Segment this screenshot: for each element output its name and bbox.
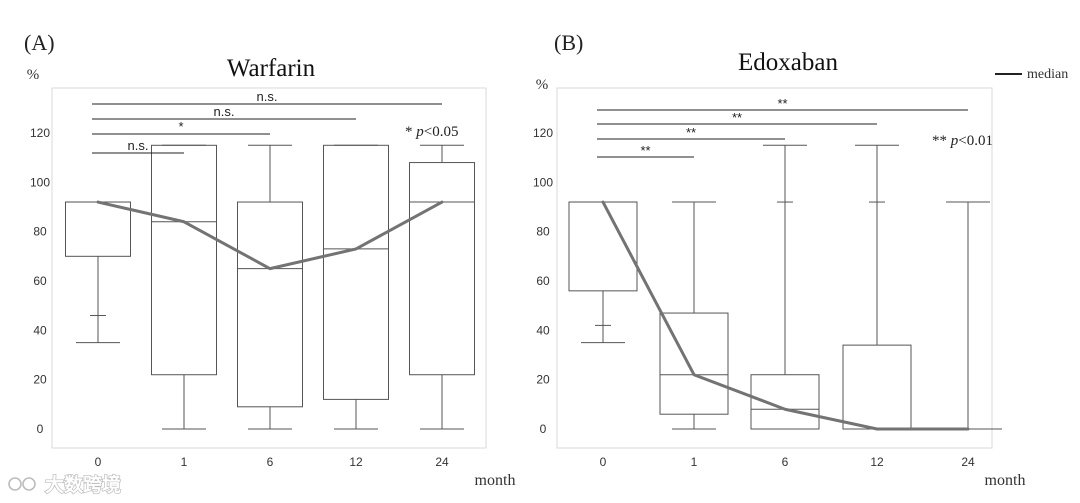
panel-a-box-12 [323,144,389,430]
p-value-symbol: p [415,124,424,140]
panel-a-chart: 0 20 40 60 80 100 120 0 1 6 12 24 n.s. n.s. * n.s. * p<0… [30,87,487,469]
panel-b-y-tick-60: 60 [536,274,550,288]
watermark: 大数跨境 [8,472,122,497]
panel-a-x-tick-6: 6 [267,455,274,469]
box-body [65,201,131,257]
panel-b-frame [556,87,993,449]
panel-a-y-tick-40: 40 [33,323,47,337]
panel-b-label: (B) [554,30,583,55]
panel-a-box-1 [151,144,217,430]
panel-b-y-tick-120: 120 [533,126,553,140]
panel-a-title: Warfarin [227,55,316,82]
panel-b-x-tick-0: 0 [600,455,607,469]
panel-b-x-label: month [985,472,1026,489]
panel-a-y-tick-80: 80 [33,225,47,239]
panel-a-y-tick-0: 0 [37,422,44,436]
panel-b-y-tick-40: 40 [536,323,550,337]
panel-a-x-label: month [475,472,516,489]
panel-a-y-tick-60: 60 [33,274,47,288]
panel-a-median-trend-line [96,200,444,271]
panel-b-y-tick-80: 80 [536,225,550,239]
p-value-marker: ** [932,133,951,149]
panel-b-sig-label-0-1: ** [640,143,650,158]
p-value-marker: * [405,124,416,140]
panel-b-y-unit: % [536,77,549,93]
panel-b-sig-label-0-12: ** [732,110,742,125]
box-body [409,162,475,376]
p-value-symbol: p [950,133,959,149]
panel-b-x-tick-12: 12 [870,455,884,469]
box-body [323,144,389,400]
panel-a-sig-label-0-24: n.s. [257,89,278,104]
panel-a-y-tick-120: 120 [30,126,50,140]
p-value-threshold: <0.01 [958,133,993,149]
box-body [237,201,303,408]
panel-a-box-24 [409,144,475,430]
watermark-text: 大数跨境 [45,473,121,496]
panel-b-box-6 [750,144,820,430]
box-body [750,374,820,430]
panel-b-sig-label-0-6: ** [686,125,696,140]
box-body [151,144,217,376]
watermark-logo-icon [8,477,22,491]
panel-b-title: Edoxaban [738,49,838,76]
panel-b-p-value-note: ** p<0.01 [932,133,993,149]
panel-a-x-tick-0: 0 [95,455,102,469]
panel-a-sig-label-0-12: n.s. [214,104,235,119]
p-value-threshold: <0.05 [424,124,459,140]
panel-b-y-tick-20: 20 [536,373,550,387]
watermark-logo-icon-2 [22,477,36,491]
panel-b-box-12 [842,144,912,430]
panel-a-sig-label-0-6: * [178,119,183,134]
panel-b-sig-label-0-24: ** [777,96,787,111]
panel-b-box-0 [568,201,638,344]
panel-b-x-tick-1: 1 [691,455,698,469]
panel-a-sig-label-0-1: n.s. [128,138,149,153]
panel-a-box-0 [65,201,131,344]
panel-a-y-tick-20: 20 [33,373,47,387]
panel-a-label: (A) [24,30,55,55]
panel-a-x-tick-24: 24 [435,455,449,469]
panel-a-frame [51,87,487,449]
panel-a-box-6 [237,144,303,430]
panel-a-y-tick-100: 100 [30,175,50,189]
legend-median-label: median [1027,67,1068,82]
panel-b-y-tick-0: 0 [540,422,547,436]
panel-a-x-tick-12: 12 [349,455,363,469]
panel-b-box-1 [659,201,729,430]
box-body [842,344,912,430]
panel-b-y-tick-100: 100 [533,175,553,189]
box-body [659,312,729,415]
panel-b-x-tick-6: 6 [782,455,789,469]
panel-b-x-tick-24: 24 [961,455,975,469]
panel-a-y-unit: % [27,67,40,83]
panel-a-x-tick-1: 1 [181,455,188,469]
panel-a-p-value-note: * p<0.05 [405,124,458,140]
panel-b-median-trend-line [601,200,970,431]
